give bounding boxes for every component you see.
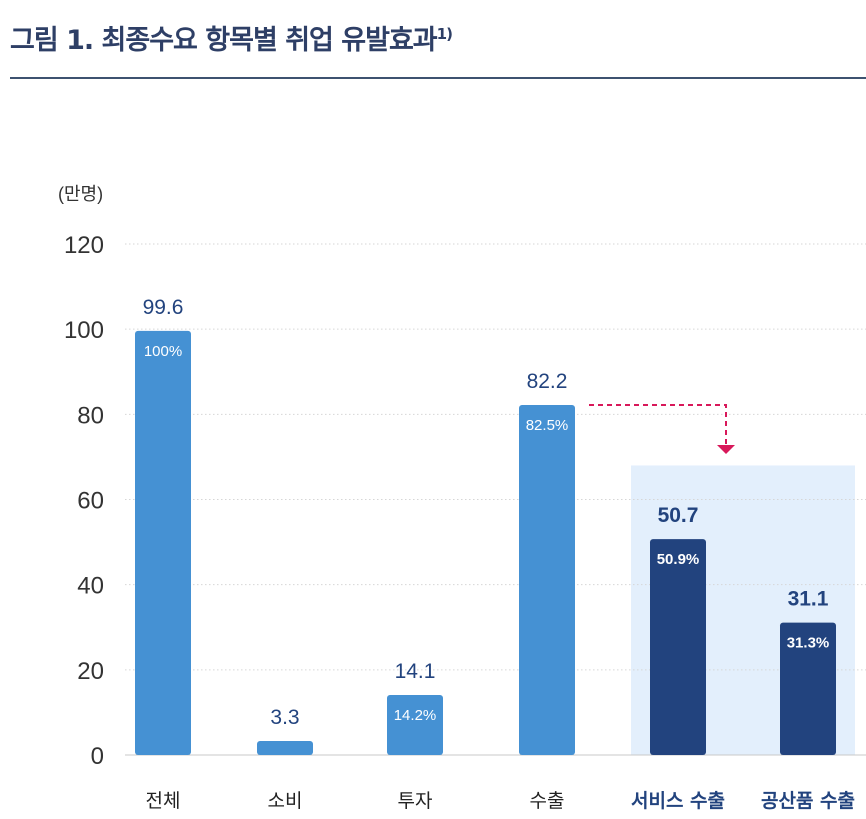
bar-투자: [387, 694, 443, 755]
bar-share-label: 82.5%: [526, 417, 569, 434]
y-tick-label: 20: [77, 658, 104, 685]
y-axis-unit: (만명): [58, 184, 103, 204]
x-category-label: 소비: [268, 790, 303, 812]
y-tick-label: 0: [91, 743, 104, 770]
y-tick-label: 100: [64, 317, 104, 344]
x-category-label: 공산품 수출: [761, 790, 855, 812]
bar-value-label: 99.6: [143, 296, 184, 319]
bar-소비: [257, 740, 313, 755]
bar-공산품 수출: [780, 622, 836, 755]
bar-value-label: 50.7: [658, 504, 699, 527]
bar-수출: [519, 404, 575, 755]
bar-share-label: 3.3%: [268, 753, 302, 770]
bar-value-label: 3.3: [270, 706, 299, 729]
bar-value-label: 31.1: [788, 588, 829, 611]
title-footnote: 1): [436, 25, 453, 43]
title-rule: [10, 77, 866, 79]
bar-share-label: 31.3%: [787, 635, 830, 652]
x-category-label: 수출: [530, 790, 565, 812]
title-text: 그림 1. 최종수요 항목별 취업 유발효과: [10, 25, 438, 56]
x-category-label: 투자: [398, 790, 433, 812]
x-category-label: 전체: [146, 790, 181, 812]
x-category-label: 서비스 수출: [631, 790, 725, 812]
y-tick-label: 120: [64, 232, 104, 259]
y-tick-label: 60: [77, 488, 104, 515]
dashed-arrow-line: [589, 404, 727, 445]
bar-전체: [135, 330, 191, 755]
bar-서비스 수출: [650, 539, 706, 755]
chart-title: 그림 1. 최종수요 항목별 취업 유발효과1): [10, 18, 453, 57]
bar-value-label: 82.2: [527, 370, 568, 393]
bar-share-label: 14.2%: [394, 707, 437, 724]
y-tick-label: 80: [77, 402, 104, 429]
bar-share-label: 50.9%: [657, 551, 700, 568]
y-tick-label: 40: [77, 573, 104, 600]
bar-share-label: 100%: [144, 343, 182, 360]
arrow-head-icon: [717, 445, 735, 454]
bar-value-label: 14.1: [395, 660, 436, 683]
